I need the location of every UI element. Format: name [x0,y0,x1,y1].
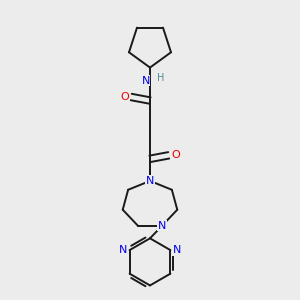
Text: O: O [120,92,129,102]
Text: N: N [158,221,166,231]
Text: N: N [146,176,154,186]
Text: N: N [141,76,150,86]
Text: H: H [157,74,164,83]
Text: N: N [173,245,181,255]
Text: N: N [119,245,127,255]
Text: O: O [171,150,180,160]
